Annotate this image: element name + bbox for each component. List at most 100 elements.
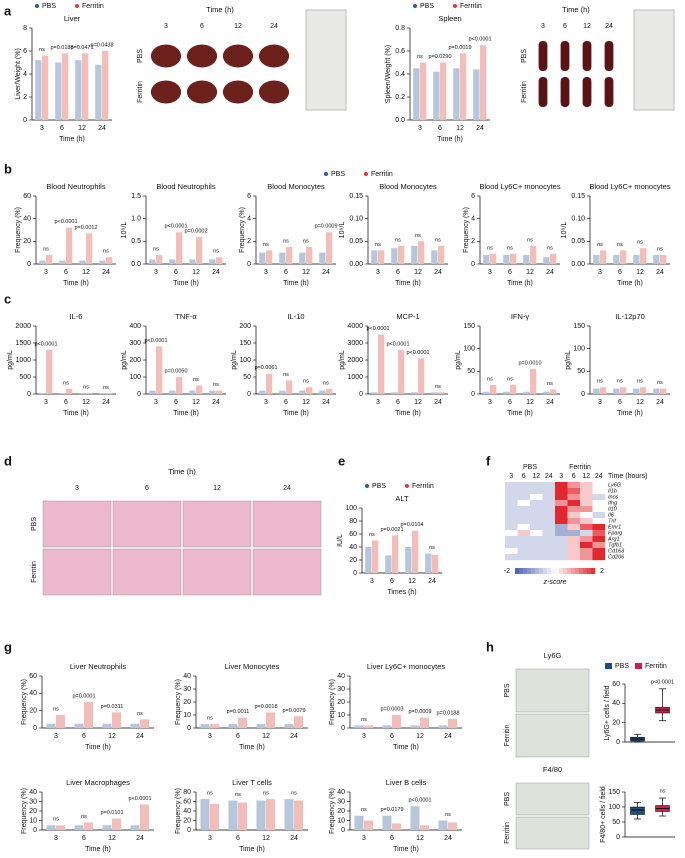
chart-title: Spleen xyxy=(438,14,461,23)
significance-label: p=0.0079 xyxy=(282,708,305,714)
significance-label: ns xyxy=(395,237,401,243)
significance-label: p=0.0010 xyxy=(518,361,541,367)
bar xyxy=(473,69,480,120)
y-axis-label: Frequency (%) xyxy=(175,679,182,725)
bar xyxy=(371,392,378,394)
y-axis-label: Frequency (%) xyxy=(21,788,28,834)
heatmap-cell xyxy=(567,542,581,549)
y-tick-label: 0 xyxy=(27,261,31,268)
x-axis-label: Time (h) xyxy=(617,410,643,417)
y-tick-label: 60 xyxy=(183,798,191,805)
heatmap-cell xyxy=(580,554,593,561)
bar xyxy=(433,71,440,120)
image-row-label: PBS xyxy=(31,517,38,531)
y-tick-label: 20 xyxy=(183,817,191,824)
x-tick-label: 24 xyxy=(322,269,330,276)
x-tick-label: 24 xyxy=(428,578,436,585)
bar xyxy=(66,388,73,394)
y-tick-label: 4 xyxy=(247,216,251,223)
ruler xyxy=(305,9,347,111)
significance-label: p<0.0001 xyxy=(128,796,151,802)
row-label: Il6 xyxy=(608,512,615,518)
significance-label: ns xyxy=(53,817,59,823)
bar xyxy=(259,390,266,394)
x-axis-label: Time (h) xyxy=(239,744,265,751)
y-tick-label: 20 xyxy=(337,808,345,815)
bar xyxy=(593,254,600,264)
x-axis-label: Time (h) xyxy=(63,410,89,417)
heatmap-cell xyxy=(517,488,531,495)
heatmap-cell xyxy=(567,500,581,507)
y-tick-label: 0 xyxy=(471,261,475,268)
ihc-image xyxy=(515,668,590,713)
bar xyxy=(284,799,294,830)
y-tick-label: 100 xyxy=(573,346,585,353)
y-tick-label: 0 xyxy=(247,391,251,398)
y-axis-label: Spleen/Weight (%) xyxy=(385,45,392,103)
row-label: Ifng xyxy=(608,500,618,506)
significance-label: p<0.0001 xyxy=(651,679,674,685)
chart-title: IL-10 xyxy=(287,312,304,321)
x-axis-label: Time (h) xyxy=(173,410,199,417)
x-tick-label: 12 xyxy=(262,733,270,740)
y-tick-label: 30 xyxy=(29,798,37,805)
bar xyxy=(378,250,385,264)
heatmap-cell xyxy=(517,512,531,519)
panel-label: e xyxy=(338,453,345,468)
heatmap-cell xyxy=(542,506,556,513)
y-tick-label: 0.05 xyxy=(571,238,585,245)
bar xyxy=(46,723,56,728)
significance-label: p=0.0471 xyxy=(70,45,93,51)
significance-label: ns xyxy=(207,716,213,722)
y-tick-label: 50 xyxy=(243,374,251,381)
significance-label: p=0.0011 xyxy=(227,709,250,715)
organ-photo xyxy=(604,77,614,107)
bar xyxy=(530,245,537,264)
chart-title: Blood Ly6C+ monocytes xyxy=(589,182,670,191)
y-tick-label: 40 xyxy=(29,690,37,697)
heatmap-cell xyxy=(505,536,518,543)
colorbar-segment xyxy=(551,568,556,574)
x-tick-label: 12 xyxy=(262,835,270,842)
y-tick-label: 0.05 xyxy=(349,238,363,245)
bar xyxy=(398,349,405,394)
y-axis-label: pg/mL xyxy=(339,350,346,370)
bar xyxy=(130,825,140,830)
y-axis-label: F4/80+ cells / field xyxy=(600,786,607,843)
heatmap-cell xyxy=(517,548,531,555)
heatmap-cell xyxy=(592,488,606,495)
bar xyxy=(256,800,266,830)
colorbar-segment xyxy=(515,568,520,574)
ihc-image xyxy=(515,782,590,816)
y-tick-label: 0 xyxy=(187,725,191,732)
significance-label: ns xyxy=(660,788,666,794)
chart-title: IFN-γ xyxy=(511,312,530,321)
image-row-label: PBS xyxy=(504,792,511,806)
heatmap-cell xyxy=(592,542,606,549)
y-tick-label: 200 xyxy=(129,357,141,364)
y-tick-label: 50 xyxy=(467,368,475,375)
y-tick-label: 0 xyxy=(341,827,345,834)
column-label: 3 xyxy=(559,473,563,480)
heatmap-cell xyxy=(542,500,556,507)
significance-label: p=0.0001 xyxy=(72,693,95,699)
row-label: Il10 xyxy=(608,506,618,512)
x-axis-label: Time (h) xyxy=(85,846,111,853)
organ-photo xyxy=(222,44,254,68)
x-tick-label: 6 xyxy=(60,125,64,132)
image-row-label: Ferritin xyxy=(504,725,511,747)
bar xyxy=(398,245,405,264)
x-tick-label: 3 xyxy=(376,399,380,406)
y-tick-label: 0 xyxy=(471,391,475,398)
x-tick-label: 6 xyxy=(174,269,178,276)
significance-label: p<0.0001 xyxy=(34,341,57,347)
x-tick-label: 12 xyxy=(82,269,90,276)
bar xyxy=(112,818,122,830)
colorbar-segment xyxy=(523,568,528,574)
image-row-label: Ferritin xyxy=(504,822,511,844)
heatmap-cell xyxy=(505,554,518,561)
y-tick-label: 0.4 xyxy=(395,71,405,78)
x-tick-label: 24 xyxy=(290,733,298,740)
bar xyxy=(371,250,378,264)
y-tick-label: 60 xyxy=(23,193,31,200)
